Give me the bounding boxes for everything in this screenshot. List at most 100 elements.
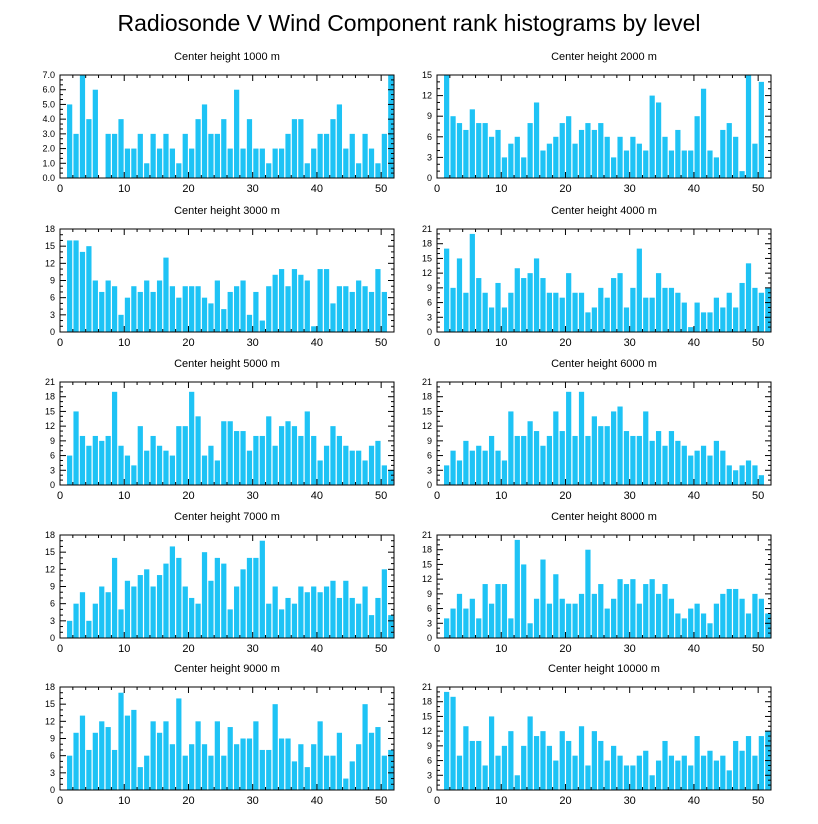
bar xyxy=(559,731,565,790)
bar xyxy=(514,775,520,790)
bar xyxy=(259,435,265,485)
y-tick-label: 6 xyxy=(427,756,432,766)
bar xyxy=(566,116,572,178)
bar xyxy=(323,269,330,332)
bar xyxy=(533,258,540,332)
panel-2: 0 10 20 30 40 50 0 3 6 9 12 15 Center height 2000 m xyxy=(422,51,772,195)
bar xyxy=(694,450,700,485)
bar xyxy=(707,623,713,638)
bar xyxy=(450,287,456,332)
y-tick-label: 21 xyxy=(45,377,55,387)
bar xyxy=(336,435,343,485)
bar xyxy=(278,738,285,790)
bar xyxy=(208,303,214,332)
bar xyxy=(330,580,336,638)
bar xyxy=(79,592,86,638)
bar xyxy=(649,579,655,638)
bar xyxy=(311,148,317,178)
y-tick-label: 21 xyxy=(422,530,432,540)
bar xyxy=(227,609,233,638)
bar xyxy=(456,593,463,638)
bar xyxy=(476,278,482,332)
bar xyxy=(92,435,98,485)
bar xyxy=(189,597,195,638)
bar xyxy=(79,435,86,485)
bar xyxy=(501,584,508,638)
bar xyxy=(566,740,572,790)
panel-title: Center height 8000 m xyxy=(551,511,657,523)
bar xyxy=(546,292,553,332)
bar xyxy=(533,736,540,790)
bar xyxy=(291,269,298,332)
bar xyxy=(137,767,143,790)
bar xyxy=(636,143,642,178)
bar xyxy=(540,150,546,178)
bar xyxy=(131,709,137,790)
x-tick-label: 20 xyxy=(182,795,194,807)
bar xyxy=(118,314,124,332)
bar xyxy=(118,609,124,638)
y-tick-label: 12 xyxy=(45,258,55,268)
y-tick-label: 0 xyxy=(50,633,55,643)
bar xyxy=(272,704,278,790)
bar xyxy=(707,150,713,178)
bar xyxy=(681,755,687,790)
x-tick-label: 10 xyxy=(495,795,507,807)
bar xyxy=(643,297,649,332)
bar xyxy=(521,564,527,638)
bar xyxy=(79,251,86,332)
x-tick-label: 0 xyxy=(434,183,440,195)
bar xyxy=(214,460,220,485)
bar xyxy=(73,411,79,485)
x-tick-label: 0 xyxy=(434,643,440,655)
bar xyxy=(617,136,623,178)
bar xyxy=(304,411,310,485)
bar xyxy=(182,755,188,790)
bar xyxy=(195,286,201,332)
x-tick-label: 0 xyxy=(57,337,63,349)
bar xyxy=(246,450,253,485)
bar xyxy=(118,445,124,485)
bar xyxy=(463,292,469,332)
bar xyxy=(311,744,317,790)
bar xyxy=(514,435,520,485)
bar xyxy=(349,597,355,638)
bar xyxy=(752,287,758,332)
bar xyxy=(655,593,662,638)
bar xyxy=(169,286,176,332)
bar xyxy=(623,307,630,332)
x-tick-label: 30 xyxy=(624,795,636,807)
x-tick-label: 50 xyxy=(375,183,387,195)
bar xyxy=(234,586,240,638)
bar xyxy=(739,598,745,638)
x-tick-label: 40 xyxy=(688,643,700,655)
bar xyxy=(67,755,73,790)
bar xyxy=(540,731,546,790)
bar xyxy=(156,148,163,178)
panel-title: Center height 1000 m xyxy=(174,51,280,63)
bar xyxy=(469,109,475,178)
bar xyxy=(540,278,546,332)
bar xyxy=(585,123,591,178)
bar xyxy=(291,119,298,178)
bar xyxy=(566,391,572,485)
bar xyxy=(150,133,156,178)
x-tick-label: 30 xyxy=(247,337,259,349)
y-tick-label: 18 xyxy=(422,392,432,402)
bar xyxy=(591,307,597,332)
bar xyxy=(246,314,253,332)
panel-9: 0 10 20 30 40 50 0 3 6 9 12 15 18 Center height 9000 … xyxy=(45,663,395,807)
x-tick-label: 0 xyxy=(57,643,63,655)
bar xyxy=(514,268,520,332)
bar xyxy=(559,297,565,332)
panel-1: 0 10 20 30 40 50 0.0 1.0 2.0 3.0 4.0 5.0 6.0 7.0 Cente… xyxy=(42,51,395,195)
y-tick-label: 0.0 xyxy=(42,173,55,183)
bar xyxy=(495,584,501,638)
bar xyxy=(330,426,336,485)
x-tick-label: 10 xyxy=(495,490,507,502)
y-tick-label: 0 xyxy=(427,480,432,490)
bar xyxy=(546,143,553,178)
bar xyxy=(317,269,323,332)
bar xyxy=(234,431,240,485)
bar xyxy=(720,307,726,332)
